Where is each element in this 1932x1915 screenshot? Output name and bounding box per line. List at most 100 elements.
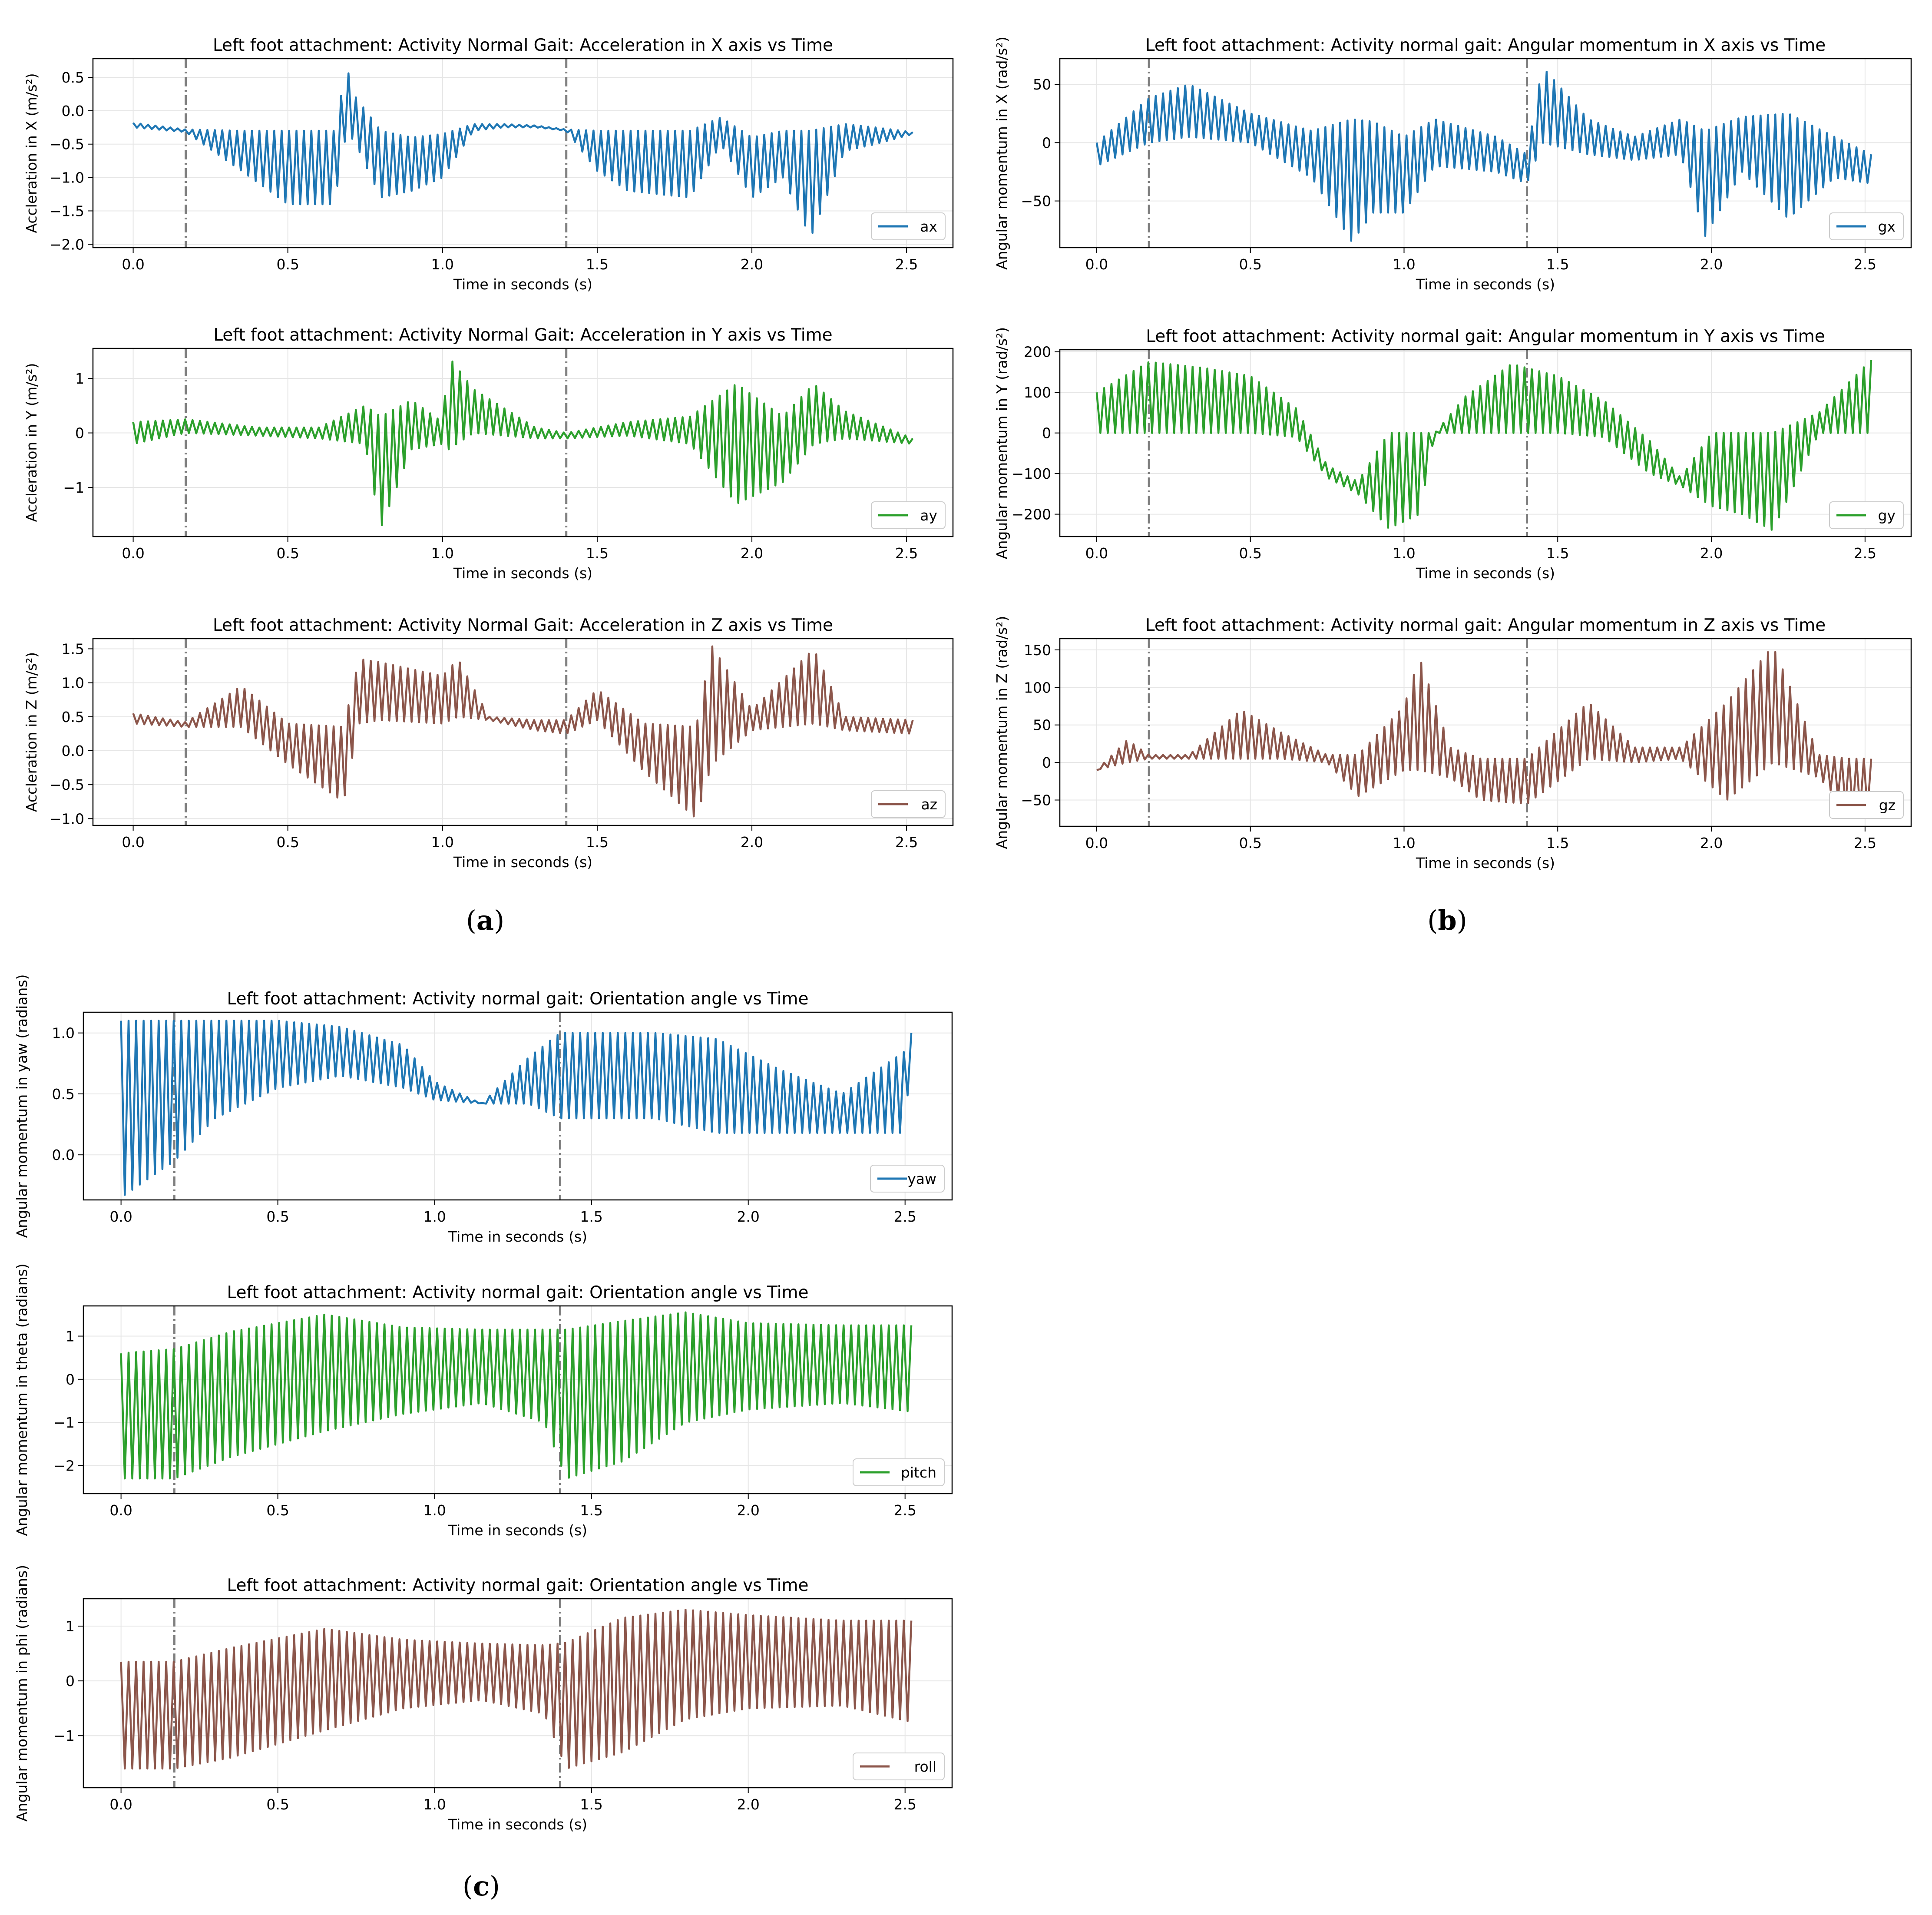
axes-frame — [92, 58, 954, 248]
tick-label-x: 2.0 — [741, 256, 763, 273]
tick-label-x: 2.0 — [741, 545, 763, 562]
x-axis-label: Time in seconds (s) — [453, 854, 592, 871]
tick-label-x: 2.5 — [893, 1502, 916, 1519]
tick-label-y: −1 — [63, 479, 84, 496]
tick-label-x: 0.5 — [276, 545, 299, 562]
series-gx — [1095, 70, 1872, 242]
caption-a: (a) — [466, 904, 505, 936]
chart-title: Left foot attachment: Activity Normal Ga… — [213, 36, 833, 55]
legend-box — [871, 790, 946, 818]
tick-label-x: 1.0 — [1393, 256, 1415, 273]
tick-label-x: 0.0 — [109, 1796, 132, 1813]
tick-label-x: 1.5 — [586, 834, 609, 851]
tick-label-x: 1.0 — [431, 545, 454, 562]
tick-label-x: 0.5 — [276, 256, 299, 273]
y-axis-label: Angular momentum in X (rad/s²) — [993, 36, 1010, 270]
legend-label: ay — [920, 507, 937, 524]
legend: pitch — [853, 1458, 945, 1486]
tick-label-x: 1.0 — [423, 1796, 446, 1813]
tick-label-y: 0 — [1042, 425, 1051, 442]
tick-label-y: 0.0 — [62, 742, 84, 759]
axes-frame — [83, 1598, 953, 1789]
tick-label-y: 0.5 — [62, 69, 84, 86]
chart-gx: 0.0 0.5 1.0 1.5 2.0 2.5 50 0 −50 Left foot attach… — [993, 36, 1912, 293]
tick-label-y: −50 — [1021, 193, 1051, 210]
chart-title: Left foot attachment: Activity Normal Ga… — [213, 616, 833, 635]
tick-label-x: 0.5 — [266, 1796, 289, 1813]
legend: yaw — [870, 1165, 945, 1193]
tick-label-y: −1.0 — [50, 810, 84, 827]
tick-label-y: −100 — [1012, 465, 1051, 482]
axes-frame — [83, 1305, 953, 1494]
legend-box — [871, 501, 946, 529]
x-axis-label: Time in seconds (s) — [448, 1816, 587, 1833]
tick-label-x: 2.5 — [895, 834, 918, 851]
tick-label-y: 100 — [1024, 384, 1051, 401]
tick-label-y: 0.5 — [62, 709, 84, 726]
series-gz — [1096, 651, 1872, 812]
axes-frame — [92, 638, 954, 826]
y-axis-label: Accleration in Y (m/s²) — [23, 363, 40, 522]
series-ay — [132, 360, 914, 527]
tick-label-y: 0 — [75, 425, 84, 442]
tick-label-x: 0.0 — [122, 545, 144, 562]
tick-label-x: 0.0 — [109, 1502, 132, 1519]
legend-label: gx — [1878, 218, 1896, 235]
tick-label-y: 50 — [1033, 717, 1051, 734]
legend-label: pitch — [901, 1464, 936, 1481]
tick-label-y: −1.0 — [50, 169, 84, 186]
chart-pitch: 0.0 0.5 1.0 1.5 2.0 2.5 1 0 −1 −2 Left foot attach… — [13, 1263, 953, 1539]
tick-label-x: 1.0 — [1393, 835, 1415, 851]
tick-label-x: 0.0 — [1085, 545, 1108, 562]
axes-frame — [1059, 349, 1912, 537]
chart-gy: 0.0 0.5 1.0 1.5 2.0 2.5 200 100 0 −100 −200 Left fo… — [993, 327, 1912, 582]
x-axis-label: Time in seconds (s) — [453, 276, 592, 293]
legend-box — [1829, 791, 1904, 819]
series-gy — [1095, 360, 1872, 531]
tick-label-y: 1.0 — [52, 1025, 75, 1042]
axes-frame — [92, 348, 954, 537]
tick-label-x: 1.5 — [580, 1502, 602, 1519]
legend: ax — [871, 212, 946, 240]
tick-label-y: 0 — [66, 1673, 75, 1690]
tick-label-y: 200 — [1024, 344, 1051, 361]
tick-label-x: 1.0 — [423, 1208, 446, 1225]
legend: ay — [871, 501, 946, 529]
tick-label-y: −2 — [53, 1457, 75, 1474]
y-axis-label: Angular momentum in phi (radians) — [13, 1565, 30, 1822]
tick-label-x: 1.5 — [1546, 835, 1569, 851]
tick-label-x: 2.0 — [741, 834, 763, 851]
tick-label-y: 1 — [66, 1618, 75, 1635]
tick-label-x: 2.0 — [1700, 835, 1723, 851]
tick-label-x: 1.5 — [586, 545, 609, 562]
tick-label-y: 100 — [1024, 679, 1051, 696]
x-axis-label: Time in seconds (s) — [1416, 276, 1555, 293]
tick-label-y: 1.0 — [62, 675, 84, 692]
x-axis-label: Time in seconds (s) — [448, 1522, 587, 1539]
series-yaw — [120, 1020, 913, 1196]
chart-title: Left foot attachment: Activity Normal Ga… — [213, 325, 832, 345]
y-axis-label: Accleration in Z (m/s²) — [23, 652, 40, 812]
tick-label-y: 0.5 — [52, 1086, 75, 1103]
tick-label-y: 50 — [1033, 76, 1051, 93]
axes-frame — [83, 1011, 953, 1201]
tick-label-y: 0 — [1042, 754, 1051, 771]
tick-label-x: 2.5 — [1854, 835, 1876, 851]
axes-frame — [1059, 58, 1912, 248]
legend-label: roll — [914, 1758, 936, 1775]
y-axis-label: Angular momentum in Y (rad/s²) — [993, 327, 1010, 559]
tick-label-x: 2.0 — [737, 1796, 759, 1813]
tick-label-x: 2.5 — [895, 545, 918, 562]
tick-label-x: 0.5 — [1239, 835, 1261, 851]
legend-label: ax — [920, 218, 937, 235]
chart-title: Left foot attachment: Activity normal ga… — [1146, 327, 1825, 346]
legend: az — [871, 790, 946, 818]
legend-label: gy — [1878, 507, 1896, 524]
tick-label-x: 1.5 — [580, 1796, 602, 1813]
tick-label-y: 0.0 — [62, 103, 84, 119]
tick-label-x: 1.5 — [586, 256, 609, 273]
tick-label-x: 2.5 — [1854, 256, 1876, 273]
chart-gz: 0.0 0.5 1.0 1.5 2.0 2.5 150 100 50 0 −50 Left foot … — [993, 616, 1912, 871]
y-axis-label: Accleration in X (m/s²) — [23, 73, 40, 233]
chart-title: Left foot attachment: Activity normal ga… — [227, 989, 808, 1009]
